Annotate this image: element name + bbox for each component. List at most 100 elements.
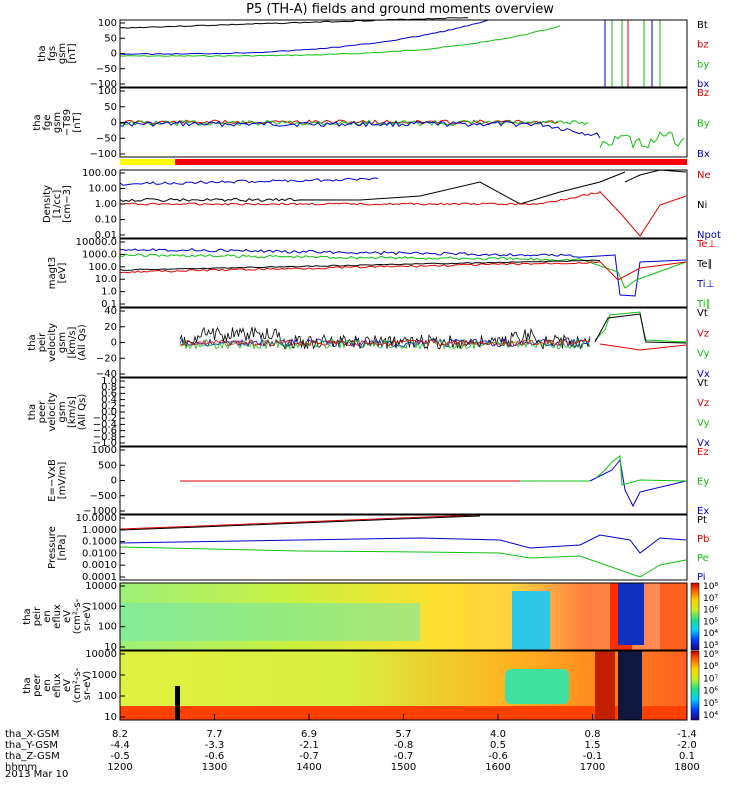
y-axis-label: [eV] <box>57 263 68 284</box>
y-tick-label: −20 <box>96 353 117 364</box>
series-line-Vz-2 <box>599 343 687 351</box>
legend-Vt: Vt <box>697 308 708 319</box>
y-tick-label: 0.6 <box>101 388 117 399</box>
legend-Vx: Vx <box>697 438 710 449</box>
series-line-Pe <box>119 546 687 578</box>
y-tick-label: 0 <box>111 338 117 349</box>
traces <box>119 17 661 87</box>
spec-band <box>120 706 687 720</box>
legend-Te∥: Te∥ <box>696 259 713 270</box>
y-axis-label: eflux <box>52 604 63 629</box>
spec-band <box>512 591 550 651</box>
y-axis-label: peir <box>37 332 48 352</box>
series-line-Ey-2 <box>595 455 687 486</box>
series-line-Ex <box>589 458 687 508</box>
orbit-value: -2.1 <box>299 740 319 751</box>
y-axis-label: fgs <box>47 46 58 61</box>
legend-Bt: Bt <box>697 20 708 31</box>
series-line-Vy-2 <box>594 311 687 343</box>
panel-peir_velocity: 40 20 0 −20 −40 tha peir velocity gsm [km/s] (All … <box>27 306 710 380</box>
colorbar-label: 10⁸ <box>703 582 718 592</box>
y-tick-label: 10000 <box>85 581 117 592</box>
legend-Pb: Pb <box>697 534 709 545</box>
y-tick-label: 0.1 <box>101 299 117 310</box>
orbit-value: 5.7 <box>396 729 412 740</box>
panel-density: 100.00 10.00 1.00 0.10 0.01 Density [1/cc] [cm−… <box>42 168 721 241</box>
legend-By: By <box>697 119 710 130</box>
y-tick-label: 10.0000 <box>76 513 117 524</box>
series-line-Pt <box>119 515 481 531</box>
y-axis-label: gsm <box>52 112 63 133</box>
spec-band <box>505 669 569 704</box>
legend-Vz: Vz <box>697 328 709 339</box>
y-tick-label: −1000 <box>83 506 117 517</box>
legend-Bx: Bx <box>697 149 710 160</box>
y-axis-label: eV <box>62 679 73 692</box>
traces <box>180 455 687 508</box>
y-tick-label: 0.4 <box>101 395 117 406</box>
series-line-by <box>119 25 561 57</box>
y-axis-label: peer <box>37 400 48 424</box>
legend-Pe: Pe <box>697 553 709 564</box>
y-tick-label: 0 <box>111 118 117 129</box>
spec-band <box>120 603 420 641</box>
y-tick-label: 50 <box>104 33 117 44</box>
orbit-value: -0.1 <box>583 751 603 762</box>
date-label: 2013 Mar 10 <box>5 769 68 780</box>
y-axis-label: gsm <box>57 401 68 422</box>
traces <box>120 583 687 651</box>
y-tick-label: −100 <box>90 149 117 160</box>
orbit-value: 4.0 <box>490 729 506 740</box>
y-tick-label: 1.0 <box>101 287 117 298</box>
orbit-value: 1700 <box>580 762 605 773</box>
y-tick-label: 0.0 <box>101 407 117 418</box>
y-tick-label: 0.2 <box>101 401 117 412</box>
orbit-value: -0.6 <box>205 751 225 762</box>
y-tick-label: 10000 <box>85 649 117 660</box>
y-tick-label: 10.00 <box>88 184 117 195</box>
legend-Vz: Vz <box>697 398 709 409</box>
colorbar-label: 10⁴ <box>703 711 718 721</box>
colorbar-label: 10⁵ <box>703 617 718 627</box>
orbit-value: 0.1 <box>679 751 695 762</box>
y-tick-label: −0.6 <box>93 426 117 437</box>
legend-Vy: Vy <box>697 418 710 429</box>
spec-band <box>595 651 615 720</box>
y-axis-label: fge <box>42 114 53 130</box>
series-line-Bt <box>119 17 469 29</box>
orbit-row-label: hhmm <box>5 762 37 773</box>
orbit-value: 1300 <box>202 762 227 773</box>
y-axis-label: tha <box>32 114 43 130</box>
traces <box>179 311 687 351</box>
y-tick-label: 0.01 <box>95 230 117 241</box>
y-tick-label: 0.10 <box>95 215 117 226</box>
legend-Ey: Ey <box>697 477 709 488</box>
y-tick-label: −0.2 <box>93 413 117 424</box>
legend-Te⊥: Te⊥ <box>696 239 716 250</box>
panel-frame <box>119 582 688 651</box>
series-line-Pi <box>119 534 687 554</box>
orbit-value: 1800 <box>674 762 699 773</box>
orbit-value: 1200 <box>107 762 132 773</box>
panel-frame <box>119 238 688 308</box>
panel-peer_spec: 10000 1000 100 10 tha peer en eflux eV (cm²-s-sr-… <box>22 649 718 723</box>
traces <box>119 119 685 149</box>
y-axis-label: sr-eV) <box>82 671 93 700</box>
y-tick-label: −1.0 <box>93 438 117 449</box>
y-axis-label: velocity <box>47 323 58 362</box>
y-tick-label: 10000.0 <box>76 237 117 248</box>
series-line-Ni-2 <box>624 169 687 183</box>
y-axis-label: [nT] <box>67 43 78 63</box>
series-line-Npot <box>119 177 379 186</box>
y-tick-label: −100 <box>90 79 117 90</box>
colorbar-label: 10⁷ <box>703 674 718 684</box>
colorbar-label: 10⁴ <box>703 629 718 639</box>
y-axis-label: peer <box>32 673 43 697</box>
orbit-value: 8.2 <box>112 729 128 740</box>
y-tick-label: 0.0001 <box>82 572 117 583</box>
spec-band <box>618 583 644 645</box>
orbit-value: 0.8 <box>585 729 601 740</box>
colorbar-label: 10⁸ <box>703 662 718 672</box>
